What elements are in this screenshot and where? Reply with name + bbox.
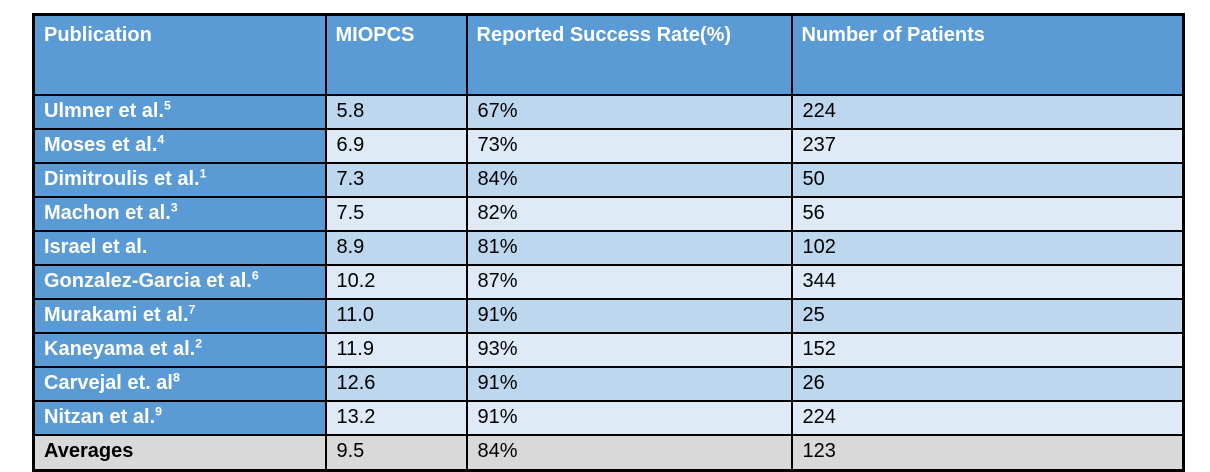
- publication-name: Dimitroulis et al.: [44, 168, 200, 190]
- publication-name: Murakami et al.: [44, 304, 189, 326]
- reference-superscript: 9: [155, 404, 163, 419]
- reference-superscript: 3: [170, 200, 178, 215]
- publication-name: Kaneyama et al.: [44, 338, 196, 360]
- miopcs-cell: 11.0: [324, 298, 468, 334]
- reference-superscript: 1: [199, 166, 207, 181]
- miopcs-cell: 8.9: [324, 230, 468, 266]
- reference-superscript: 2: [195, 336, 203, 351]
- publication-cell: Israel et al.: [32, 230, 327, 266]
- column-header-publication: Publication: [32, 13, 327, 96]
- reference-superscript: 5: [164, 98, 171, 113]
- column-header-miopcs: MIOPCS: [324, 13, 468, 96]
- table-row: Nitzan et al.9 13.2 91% 224: [32, 400, 1185, 436]
- table-row: Machon et al.3 7.5 82% 56: [32, 196, 1185, 232]
- table-row: Murakami et al.7 11.0 91% 25: [32, 298, 1185, 334]
- publication-cell: Murakami et al.7: [32, 298, 327, 334]
- publication-name: Gonzalez-Garcia et al.: [44, 270, 252, 292]
- publication-cell: Ulmner et al.5: [32, 94, 327, 130]
- miopcs-cell: 7.3: [324, 162, 468, 198]
- miopcs-cell: 7.5: [324, 196, 468, 232]
- averages-row: Averages 9.5 84% 123: [32, 434, 1185, 471]
- success-rate-cell: 91%: [465, 298, 793, 334]
- success-rate-cell: 67%: [465, 94, 793, 130]
- success-rate-cell: 73%: [465, 128, 793, 164]
- reference-superscript: 8: [172, 370, 180, 385]
- averages-label-cell: Averages: [32, 434, 327, 471]
- publication-cell: Kaneyama et al.2: [32, 332, 327, 368]
- publication-name: Israel et al.: [44, 236, 148, 258]
- miopcs-cell: 11.9: [324, 332, 468, 368]
- patients-cell: 344: [790, 264, 1185, 300]
- publication-cell: Machon et al.3: [32, 196, 327, 232]
- miopcs-cell: 6.9: [324, 128, 468, 164]
- publication-name: Moses et al.: [44, 134, 158, 156]
- table-row: Gonzalez-Garcia et al.6 10.2 87% 344: [32, 264, 1185, 300]
- reference-superscript: 4: [157, 132, 165, 147]
- publication-comparison-table-container: Publication MIOPCS Reported Success Rate…: [32, 13, 1185, 472]
- column-header-patients: Number of Patients: [790, 13, 1185, 96]
- patients-cell: 102: [790, 230, 1185, 266]
- patients-cell: 56: [790, 196, 1185, 232]
- table-row: Carvejal et. al8 12.6 91% 26: [32, 366, 1185, 402]
- patients-cell: 152: [790, 332, 1185, 368]
- success-rate-cell: 93%: [465, 332, 793, 368]
- success-rate-cell: 84%: [465, 162, 793, 198]
- publication-cell: Carvejal et. al8: [32, 366, 327, 402]
- reference-superscript: 7: [188, 302, 196, 317]
- averages-success-rate-cell: 84%: [465, 434, 793, 471]
- publication-name: Nitzan et al.: [44, 406, 156, 428]
- publication-name: Machon et al.: [44, 202, 171, 224]
- success-rate-cell: 91%: [465, 400, 793, 436]
- table-header-row: Publication MIOPCS Reported Success Rate…: [32, 13, 1185, 96]
- publication-cell: Gonzalez-Garcia et al.6: [32, 264, 327, 300]
- success-rate-cell: 87%: [465, 264, 793, 300]
- patients-cell: 237: [790, 128, 1185, 164]
- reference-superscript: 6: [251, 268, 259, 283]
- publication-name: Ulmner et al.: [44, 100, 165, 122]
- table-row: Moses et al.4 6.9 73% 237: [32, 128, 1185, 164]
- success-rate-cell: 82%: [465, 196, 793, 232]
- table-row: Kaneyama et al.2 11.9 93% 152: [32, 332, 1185, 368]
- success-rate-cell: 81%: [465, 230, 793, 266]
- publication-cell: Dimitroulis et al.1: [32, 162, 327, 198]
- miopcs-cell: 10.2: [324, 264, 468, 300]
- table-row: Dimitroulis et al.1 7.3 84% 50: [32, 162, 1185, 198]
- patients-cell: 26: [790, 366, 1185, 402]
- success-rate-cell: 91%: [465, 366, 793, 402]
- patients-cell: 224: [790, 94, 1185, 130]
- publication-cell: Nitzan et al.9: [32, 400, 327, 436]
- publication-comparison-table: Publication MIOPCS Reported Success Rate…: [32, 13, 1185, 472]
- miopcs-cell: 12.6: [324, 366, 468, 402]
- miopcs-cell: 13.2: [324, 400, 468, 436]
- patients-cell: 224: [790, 400, 1185, 436]
- patients-cell: 25: [790, 298, 1185, 334]
- publication-name: Carvejal et. al: [44, 372, 173, 394]
- averages-miopcs-cell: 9.5: [324, 434, 468, 471]
- averages-patients-cell: 123: [790, 434, 1185, 471]
- table-row: Ulmner et al.5 5.8 67% 224: [32, 94, 1185, 130]
- table-row: Israel et al. 8.9 81% 102: [32, 230, 1185, 266]
- patients-cell: 50: [790, 162, 1185, 198]
- publication-cell: Moses et al.4: [32, 128, 327, 164]
- column-header-success-rate: Reported Success Rate(%): [465, 13, 793, 96]
- miopcs-cell: 5.8: [324, 94, 468, 130]
